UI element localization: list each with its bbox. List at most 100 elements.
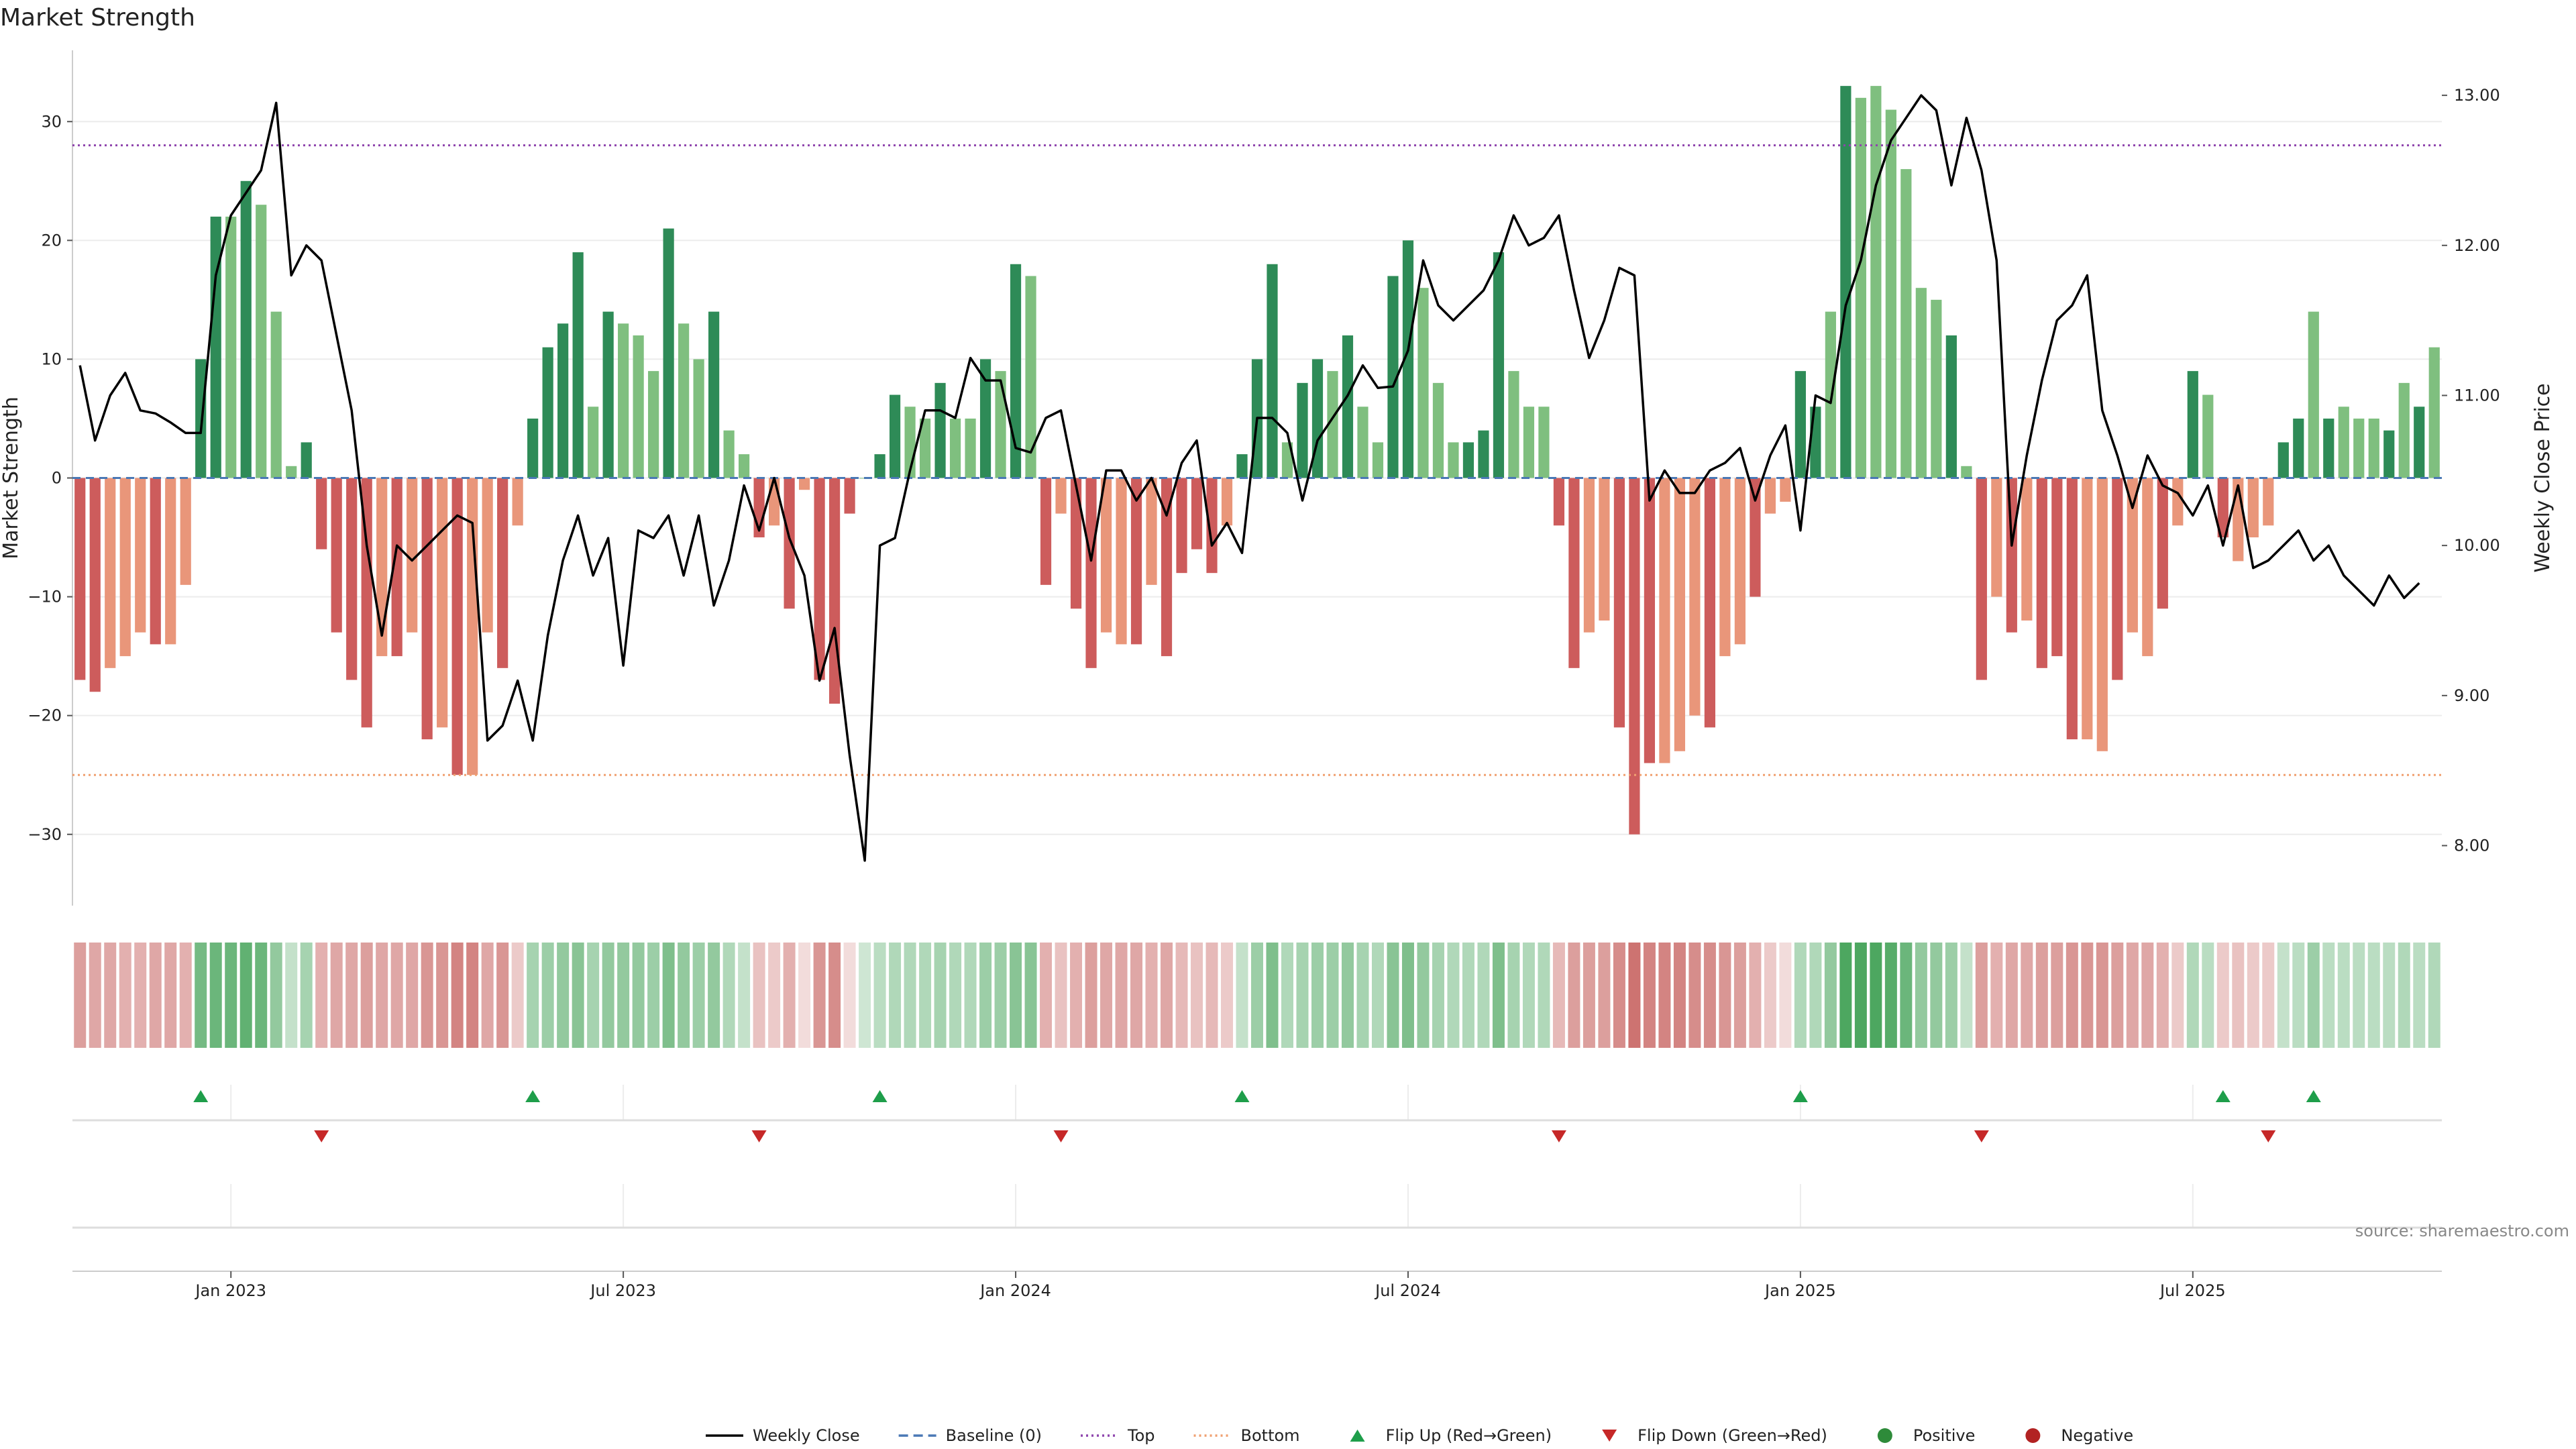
band-cell [919,943,932,1048]
legend-item: Baseline (0) [898,1426,1042,1445]
strength-bar [407,478,418,633]
strength-bar [1961,466,1972,478]
band-cell [225,943,237,1048]
band-cell [1281,943,1293,1048]
strength-bar [2293,418,2304,478]
band-cell [1024,943,1037,1048]
band-cell [2171,943,2184,1048]
band-cell [828,943,841,1048]
strength-bar [739,454,750,478]
strength-bar [2187,371,2198,478]
strength-bar [1734,478,1746,645]
band-cell [859,943,871,1048]
band-cell [1552,943,1565,1048]
strength-bar [572,252,584,478]
band-cell [753,943,765,1048]
x-tick-label: Jul 2023 [589,1281,656,1300]
strength-bar [1599,478,1610,621]
strength-bar [482,478,493,633]
band-cell [783,943,796,1048]
strength-bar [723,430,735,478]
legend-label: Weekly Close [753,1426,860,1445]
band-cell [1100,943,1113,1048]
band-cell [390,943,403,1048]
band-cell [2141,943,2154,1048]
band-cell [2262,943,2275,1048]
strength-bar [2308,311,2319,478]
strength-bar [1704,478,1716,728]
band-cell [1175,943,1188,1048]
strength-bar [949,418,961,478]
band-cell [1371,943,1384,1048]
band-cell [1387,943,1399,1048]
strength-bar [1870,86,1882,478]
strength-bar [2096,478,2108,751]
band-cell [2065,943,2078,1048]
band-cell [2096,943,2108,1048]
strength-bar [769,478,780,526]
strength-bar [1281,442,1293,478]
band-cell [692,943,705,1048]
strength-bar [874,454,885,478]
strength-bar [889,394,901,478]
strength-bar [633,335,644,478]
legend-item: Flip Down (Green→Red) [1602,1426,1827,1445]
strength-bar [1221,478,1233,526]
strength-bar [1613,478,1625,728]
flip-down-marker [751,1130,767,1142]
strength-bar [1236,454,1248,478]
strength-bar [2066,478,2078,740]
band-cell [2232,943,2245,1048]
strength-bar [1840,86,1851,478]
band-cell [74,943,87,1048]
band-cell [1432,943,1444,1048]
band-cell [1764,943,1776,1048]
strength-bar [2247,478,2259,538]
strength-bar [2127,478,2138,633]
band-cell [1040,943,1053,1048]
strength-bar [1931,299,1942,478]
flip-up-marker [2215,1090,2231,1102]
band-cell [481,943,494,1048]
band-cell [2428,943,2440,1048]
strength-bar [119,478,131,657]
band-cell [1130,943,1143,1048]
legend-item: Bottom [1193,1426,1300,1445]
band-cell [239,943,252,1048]
x-tick-label: Jan 2023 [194,1281,266,1300]
band-cell [738,943,751,1048]
strength-bar [1417,288,1429,478]
strength-bar [1885,109,1896,478]
strength-bar [1462,442,1474,478]
band-cell [436,943,449,1048]
band-cell [2337,943,2350,1048]
band-cell [119,943,131,1048]
source-label: source: sharemaestro.com [2355,1222,2569,1240]
band-cell [134,943,147,1048]
strength-bar [2398,382,2410,478]
band-cell [2367,943,2380,1048]
left-tick-label: 10 [41,350,62,368]
band-cell [285,943,298,1048]
strength-bar [934,382,946,478]
band-cell [1688,943,1701,1048]
band-cell [104,943,117,1048]
band-cell [617,943,630,1048]
strength-bar [2338,407,2349,478]
strength-bar [678,323,690,478]
band-cell [1010,943,1022,1048]
strength-bar [1297,382,1308,478]
band-cell [602,943,614,1048]
legend-item: Flip Up (Red→Green) [1350,1426,1552,1445]
x-tick-label: Jan 2024 [979,1281,1051,1300]
strength-bar [1146,478,1157,585]
strength-bar [1508,371,1519,478]
band-cell [1447,943,1460,1048]
strength-bar [2414,407,2425,478]
band-cell [2021,943,2033,1048]
strength-bar [1523,407,1535,478]
strength-bar [1976,478,1987,680]
strength-bar [1855,97,1866,478]
strength-bar [557,323,569,478]
